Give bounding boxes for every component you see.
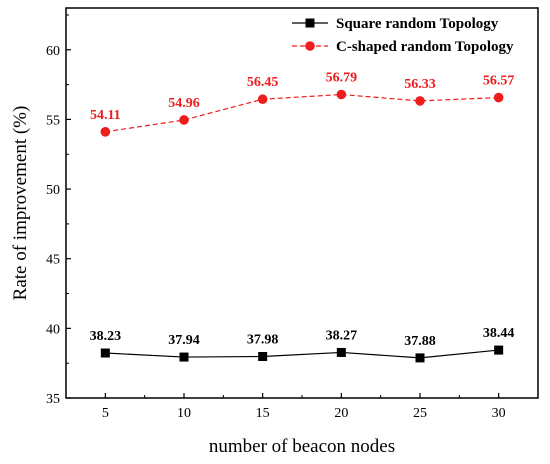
data-label: 56.57: [483, 74, 515, 89]
data-label: 38.23: [90, 329, 122, 344]
data-point: [493, 92, 504, 103]
data-point: [100, 348, 110, 358]
y-tick-label: 50: [46, 183, 60, 198]
data-point: [179, 115, 189, 125]
legend-item: C-shaped random Topology: [292, 39, 514, 55]
x-tick-label: 20: [334, 406, 348, 421]
data-label: 56.79: [326, 70, 358, 85]
data-point: [336, 89, 347, 100]
x-tick-label: 10: [177, 406, 191, 421]
data-point: [179, 352, 189, 362]
x-tick-label: 30: [492, 406, 506, 421]
data-label: 56.45: [247, 75, 279, 90]
data-label: 37.98: [247, 332, 279, 347]
x-tick-label: 15: [256, 406, 270, 421]
y-axis-title: Rate of improvement (%): [10, 106, 31, 301]
y-tick-label: 40: [46, 322, 60, 337]
data-point: [336, 347, 346, 357]
data-label: 37.94: [168, 333, 200, 348]
legend-item: Square random Topology: [292, 16, 499, 32]
legend-label: Square random Topology: [336, 16, 499, 32]
series-square-topology: 38.23 37.94 37.98 38.27 37.88 38.44: [90, 326, 515, 363]
data-label: 54.11: [90, 108, 121, 123]
data-point: [258, 351, 268, 361]
data-point: [257, 94, 268, 105]
series-line: [105, 93, 499, 133]
plot-frame: [65, 7, 539, 399]
y-tick-label: 35: [46, 392, 60, 407]
data-label: 38.27: [326, 328, 358, 343]
y-tick-label: 55: [46, 113, 60, 128]
series-layer: 38.23 37.94 37.98 38.27 37.88 38.44 54.11 54.96…: [90, 70, 515, 363]
x-tick-label: 25: [413, 406, 427, 421]
y-tick-label: 45: [46, 253, 60, 268]
data-label: 56.33: [404, 77, 436, 92]
legend-marker: [305, 18, 315, 28]
series-line: [105, 349, 499, 359]
x-axis: 5 10 15 20 25 30: [102, 393, 506, 421]
data-label: 38.44: [483, 326, 515, 341]
data-point: [415, 96, 425, 106]
legend: Square random Topology C-shaped random To…: [292, 16, 514, 55]
data-label: 37.88: [404, 334, 436, 349]
data-point: [415, 353, 425, 363]
data-point: [100, 127, 111, 137]
x-tick-label: 5: [102, 406, 109, 421]
x-axis-title: number of beacon nodes: [209, 436, 395, 457]
series-c-shaped-topology: 54.11 54.96 56.45 56.79 56.33 56.57: [90, 70, 515, 137]
legend-label: C-shaped random Topology: [336, 39, 514, 55]
data-label: 54.96: [168, 96, 200, 111]
data-point: [494, 345, 504, 355]
y-axis: 35 40 45 50 55 60: [46, 14, 71, 407]
y-tick-label: 60: [46, 44, 60, 59]
legend-marker: [305, 41, 315, 51]
